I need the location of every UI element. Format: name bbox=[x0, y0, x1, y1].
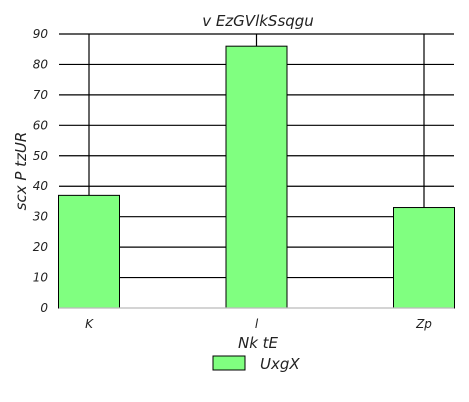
bar-Zp bbox=[393, 207, 455, 309]
y-tick-label: 60 bbox=[33, 118, 49, 132]
y-tick-label: 0 bbox=[40, 301, 48, 315]
chart-title: v EzGVlkSsqgu bbox=[202, 12, 314, 30]
x-tick-label: Zp bbox=[415, 317, 432, 331]
y-tick-label: 30 bbox=[33, 210, 49, 224]
y-tick-label: 50 bbox=[33, 149, 49, 163]
bar-K bbox=[58, 194, 120, 309]
bar-l bbox=[225, 45, 288, 309]
y-axis-label: scx P tzUR bbox=[12, 132, 30, 211]
legend-swatch bbox=[212, 355, 246, 371]
y-tick-label: 10 bbox=[33, 271, 49, 285]
legend: UxgX bbox=[212, 355, 300, 373]
x-tick-label: K bbox=[85, 317, 94, 331]
y-tick-label: 20 bbox=[33, 240, 49, 254]
x-axis-label: Nk tE bbox=[238, 334, 279, 352]
y-tick-label: 70 bbox=[33, 88, 49, 102]
x-tick-label: l bbox=[255, 317, 259, 331]
bars bbox=[58, 45, 455, 309]
y-tick-label: 80 bbox=[33, 57, 49, 71]
y-tick-label: 90 bbox=[33, 27, 49, 41]
legend-label: UxgX bbox=[260, 355, 300, 373]
y-tick-label: 40 bbox=[33, 179, 49, 193]
y-tick-labels: 0 10 20 30 40 50 60 70 80 90 bbox=[33, 27, 49, 315]
